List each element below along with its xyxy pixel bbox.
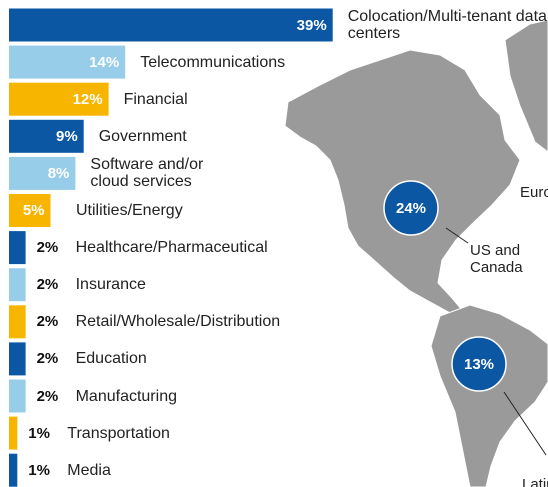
category-label: Government (98, 127, 187, 145)
category-label: Healthcare/Pharmaceutical (75, 239, 268, 257)
region-label: Latin America (522, 476, 548, 487)
value-label: 1% (28, 461, 50, 479)
region-label: Europe (520, 184, 548, 201)
category-label: Media (67, 461, 111, 479)
value-label: 14% (89, 53, 120, 71)
bar (9, 231, 26, 265)
bar (9, 268, 26, 302)
category-label: Education (75, 350, 147, 368)
region-bubble (451, 336, 507, 392)
value-label: 2% (36, 313, 59, 331)
greenland (504, 19, 548, 153)
value-label: 39% (296, 16, 327, 34)
north-america (284, 49, 521, 314)
value-label: 8% (47, 164, 70, 182)
bar (9, 342, 26, 376)
region-value: 24% (396, 200, 426, 217)
category-label: Colocation/Multi-tenant data centers (347, 8, 547, 42)
bar (9, 194, 51, 227)
category-label: Transportation (67, 424, 170, 442)
value-label: 12% (72, 90, 103, 108)
bar (9, 416, 18, 450)
value-label: 1% (28, 424, 50, 442)
value-label: 2% (36, 276, 59, 294)
category-label: Insurance (75, 276, 146, 294)
category-label: Software and/or cloud services (90, 156, 204, 191)
bar (9, 82, 109, 116)
region-bubble (383, 180, 439, 236)
bar (9, 156, 76, 190)
value-label: 2% (36, 350, 59, 368)
value-label: 9% (56, 127, 78, 145)
value-label: 5% (22, 202, 45, 219)
bar (9, 305, 26, 339)
value-label: 2% (36, 387, 59, 405)
bar (9, 45, 126, 79)
bar (9, 453, 18, 487)
category-label: Telecommunications (140, 53, 286, 71)
bar (9, 8, 333, 42)
region-label: US and Canada (470, 242, 523, 276)
leader-line (503, 391, 547, 456)
leader-line (445, 227, 469, 244)
region-value: 13% (464, 356, 494, 373)
category-label: Utilities/Energy (76, 202, 183, 219)
category-label: Manufacturing (75, 387, 177, 405)
bar (9, 379, 26, 413)
value-label: 2% (36, 239, 59, 257)
bar (9, 119, 84, 153)
category-label: Financial (123, 90, 188, 108)
category-label: Retail/Wholesale/Distribution (75, 313, 281, 331)
